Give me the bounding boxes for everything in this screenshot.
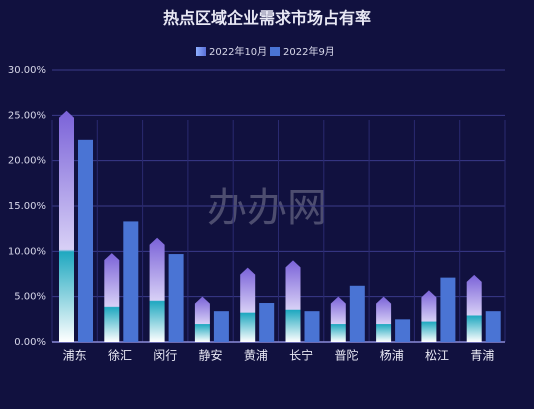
legend-label: 2022年9月 — [283, 45, 335, 58]
bar — [104, 253, 120, 342]
legend-swatch — [270, 47, 280, 56]
bar — [421, 290, 437, 342]
x-tick-label: 静安 — [199, 348, 223, 363]
bar — [440, 277, 456, 342]
bar — [285, 260, 301, 342]
legend-swatch — [196, 47, 206, 56]
y-tick-label: 25.00% — [8, 110, 46, 121]
bar — [259, 303, 275, 342]
y-tick-label: 30.00% — [8, 65, 46, 76]
y-tick-label: 15.00% — [8, 201, 46, 212]
bar — [78, 139, 93, 342]
y-tick-label: 0.00% — [14, 337, 46, 348]
x-tick-label: 普陀 — [334, 348, 358, 363]
bar — [194, 296, 210, 342]
bar — [59, 110, 74, 342]
bar — [168, 254, 184, 342]
legend-label: 2022年10月 — [209, 45, 267, 58]
y-tick-label: 20.00% — [8, 156, 46, 167]
bar — [376, 296, 392, 342]
bar — [485, 311, 501, 342]
bar — [466, 274, 482, 342]
x-tick-label: 徐汇 — [108, 348, 132, 363]
x-tick-label: 杨浦 — [380, 348, 404, 363]
bar — [330, 296, 346, 342]
bar — [304, 311, 320, 342]
bar — [149, 237, 165, 342]
x-tick-label: 黄浦 — [244, 349, 268, 363]
x-tick-label: 松江 — [425, 349, 449, 363]
bar — [349, 285, 365, 342]
x-tick-label: 长宁 — [289, 348, 313, 363]
bar — [123, 221, 139, 342]
watermark: 办办网 — [207, 185, 327, 231]
x-tick-label: 青浦 — [470, 349, 494, 363]
chart-title: 热点区域企业需求市场占有率 — [163, 9, 371, 28]
bar — [213, 311, 229, 342]
bar — [240, 267, 256, 342]
y-tick-label: 10.00% — [8, 246, 46, 257]
y-tick-label: 5.00% — [14, 292, 46, 303]
x-tick-label: 闵行 — [153, 348, 177, 363]
bar — [395, 319, 411, 342]
x-tick-label: 浦东 — [63, 349, 87, 363]
